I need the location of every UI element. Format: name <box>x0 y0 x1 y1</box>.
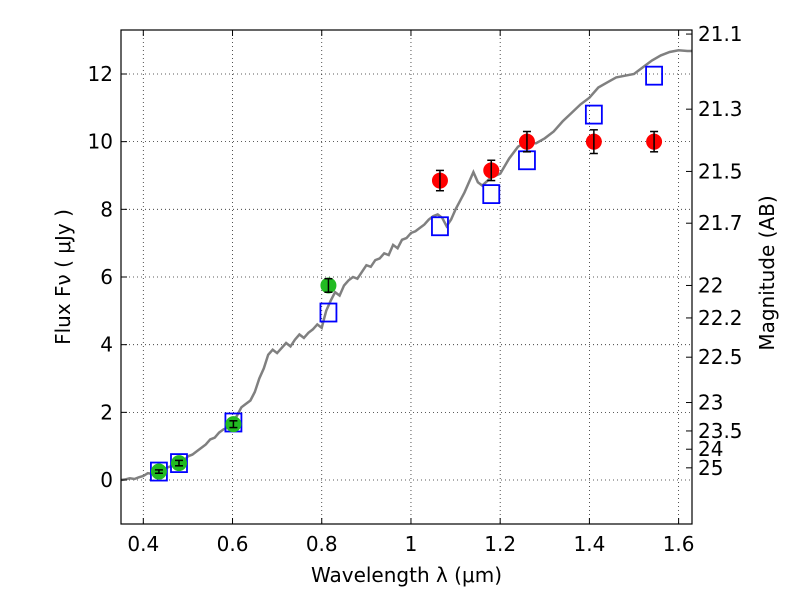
model-photometry-square <box>645 65 663 86</box>
x-tick-label: 1.6 <box>663 532 695 556</box>
mag-tick-label: 23 <box>698 391 723 415</box>
x-tick-label: 1.2 <box>484 532 516 556</box>
mag-tick-label: 22 <box>698 273 723 297</box>
y-tick-label: 6 <box>100 265 113 289</box>
mag-tick-label: 23.5 <box>698 419 743 443</box>
mag-tick-label: 22.5 <box>698 345 743 369</box>
model-photometry-square <box>584 104 603 125</box>
mag-tick-label: 21.7 <box>698 211 743 235</box>
x-tick-label: 1.4 <box>573 532 605 556</box>
y2-axis-label: Magnitude (AB) <box>755 195 779 350</box>
mag-tick-label: 22.2 <box>698 306 743 330</box>
y-tick-label: 12 <box>88 62 113 86</box>
x-tick-label: 0.4 <box>127 532 159 556</box>
mag-tick-label: 25 <box>698 456 723 480</box>
y-tick-label: 0 <box>100 468 113 492</box>
x-tick-label: 1 <box>405 532 418 556</box>
model-photometry-square <box>431 216 449 237</box>
x-axis-label: Wavelength λ (μm) <box>311 563 502 587</box>
y-axis-label: Flux Fν ( μJy ) <box>51 209 75 345</box>
x-tick-label: 0.8 <box>306 532 338 556</box>
y-tick-label: 10 <box>88 130 113 154</box>
mag-tick-label: 21.5 <box>698 159 743 183</box>
mag-tick-label: 21.1 <box>698 22 743 46</box>
model-photometry-square <box>482 184 501 205</box>
model-photometry-square <box>319 302 338 323</box>
mag-tick-label: 24 <box>698 437 723 461</box>
y-tick-label: 2 <box>100 400 113 424</box>
mag-tick-label: 21.3 <box>698 97 743 121</box>
axis-ticks: 0.4 0.6 0.8 1 1.2 1.4 1.602468101221.121.321.5… <box>88 22 743 556</box>
y-tick-label: 8 <box>100 197 113 221</box>
plot-area <box>120 49 692 482</box>
y-tick-label: 4 <box>100 333 113 357</box>
x-tick-label: 0.6 <box>217 532 249 556</box>
model-spectrum-line <box>120 49 692 482</box>
